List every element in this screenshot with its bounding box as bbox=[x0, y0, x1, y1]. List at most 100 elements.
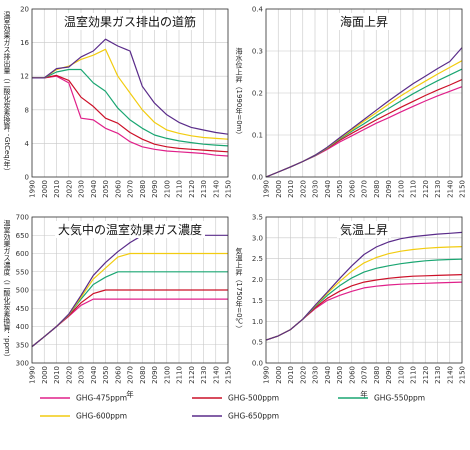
y-tick-label: 650 bbox=[16, 232, 29, 240]
x-tick-label: 1990 bbox=[263, 180, 271, 198]
chart-panel-1: 海面上昇 0.0 0.1 0.2 0.3 0.4 1990 2000 2010 2020 2030 2… bbox=[235, 6, 467, 198]
y-tick-label: 0.0 bbox=[252, 360, 263, 368]
x-tick-label: 2070 bbox=[361, 180, 369, 198]
x-tick-label: 2150 bbox=[459, 180, 467, 198]
legend-label: GHG-550ppm bbox=[374, 394, 425, 403]
plot-frame bbox=[31, 216, 229, 364]
x-tick-label: 2040 bbox=[90, 180, 98, 198]
y-tick-label: 2.0 bbox=[252, 276, 263, 284]
chart-title: 海面上昇 bbox=[340, 14, 388, 29]
x-tick-label: 2020 bbox=[299, 366, 307, 384]
chart-panel-0: 温室効果ガス排出の道筋 0 4 8 12 16 20 1990 2000 2010 2020 2030… bbox=[3, 6, 233, 198]
y-tick-label: 0.0 bbox=[252, 174, 263, 182]
y-tick-label: 600 bbox=[16, 250, 29, 258]
x-tick-label: 2020 bbox=[65, 366, 73, 384]
x-tick-label: 2110 bbox=[410, 366, 418, 384]
series-line-GHG-650ppm bbox=[32, 38, 229, 135]
x-tick-label: 2000 bbox=[275, 180, 283, 198]
legend: GHG-475ppm GHG-500ppm GHG-550ppm GHG-600ppm… bbox=[40, 394, 425, 421]
x-tick-label: 2030 bbox=[312, 366, 320, 384]
plot-frame bbox=[265, 8, 463, 178]
legend-item: GHG-500ppm bbox=[192, 394, 279, 403]
x-tick-label: 2070 bbox=[361, 366, 369, 384]
chart-title-backdrop bbox=[60, 13, 200, 30]
x-tick-label: 2080 bbox=[139, 180, 147, 198]
legend-label: GHG-600ppm bbox=[76, 412, 127, 421]
x-tick-label: 2100 bbox=[163, 180, 171, 198]
y-tick-label: 0.1 bbox=[252, 132, 263, 140]
y-tick-label: 3.5 bbox=[252, 214, 263, 222]
legend-item: GHG-650ppm bbox=[192, 412, 279, 421]
series-line-GHG-500ppm bbox=[32, 74, 229, 153]
x-tick-label: 2060 bbox=[348, 180, 356, 198]
x-tick-label: 2100 bbox=[397, 180, 405, 198]
x-tick-label: 2010 bbox=[53, 366, 61, 384]
x-tick-label: 2040 bbox=[324, 180, 332, 198]
legend-item: GHG-475ppm bbox=[40, 394, 127, 403]
legend-label: GHG-650ppm bbox=[228, 412, 279, 421]
chart-title-backdrop bbox=[336, 221, 392, 238]
x-tick-label: 2090 bbox=[385, 366, 393, 384]
x-tick-label: 2120 bbox=[188, 180, 196, 198]
x-tick-label: 2060 bbox=[114, 366, 122, 384]
x-tick-label: 2060 bbox=[348, 366, 356, 384]
y-axis-label: 気温上昇（1750年=0℃） bbox=[235, 247, 243, 333]
x-tick-label: 2080 bbox=[373, 180, 381, 198]
series-line-GHG-550ppm bbox=[32, 68, 229, 147]
series-line-GHG-475ppm bbox=[32, 75, 229, 157]
y-tick-label: 3.0 bbox=[252, 234, 263, 242]
chart-title-backdrop bbox=[336, 13, 392, 30]
y-axis-label: 温室効果ガス排出量（二酸化炭素換算：GtCeq/年） bbox=[3, 10, 11, 175]
x-tick-label: 2130 bbox=[200, 366, 208, 384]
x-tick-label: 2030 bbox=[312, 180, 320, 198]
x-tick-label: 2000 bbox=[41, 180, 49, 198]
x-tick-label: 2120 bbox=[422, 366, 430, 384]
legend-item: GHG-550ppm bbox=[338, 394, 425, 403]
chart-panel-2: 大気中の温室効果ガス濃度 300 350 400 450 500 550 600 650 700 1… bbox=[3, 214, 233, 400]
x-tick-label: 2120 bbox=[422, 180, 430, 198]
y-tick-label: 4 bbox=[25, 140, 30, 148]
x-tick-label: 2140 bbox=[212, 180, 220, 198]
x-tick-label: 2120 bbox=[188, 366, 196, 384]
y-tick-label: 0.3 bbox=[252, 48, 263, 56]
y-tick-label: 550 bbox=[16, 268, 29, 276]
x-tick-label: 2080 bbox=[373, 366, 381, 384]
x-tick-label: 2000 bbox=[41, 366, 49, 384]
y-tick-label: 8 bbox=[25, 106, 29, 114]
x-tick-label: 2030 bbox=[78, 180, 86, 198]
chart-title: 温室効果ガス排出の道筋 bbox=[64, 14, 196, 29]
x-tick-label: 2000 bbox=[275, 366, 283, 384]
x-tick-label: 1990 bbox=[29, 180, 37, 198]
x-tick-label: 2010 bbox=[53, 180, 61, 198]
x-tick-label: 2140 bbox=[212, 366, 220, 384]
plot-frame bbox=[265, 216, 463, 364]
chart-title: 大気中の温室効果ガス濃度 bbox=[58, 222, 202, 237]
x-tick-label: 2130 bbox=[434, 366, 442, 384]
x-tick-label: 2040 bbox=[324, 366, 332, 384]
y-tick-label: 1.5 bbox=[252, 297, 263, 305]
x-tick-label: 2050 bbox=[336, 180, 344, 198]
x-tick-label: 2140 bbox=[446, 366, 454, 384]
y-tick-label: 450 bbox=[16, 305, 29, 313]
legend-item: GHG-600ppm bbox=[40, 412, 127, 421]
chart-panel-3: 気温上昇 0.0 0.5 1.0 1.5 2.0 2.5 3.0 3.5 1990 2000 2010… bbox=[235, 214, 467, 400]
x-tick-label: 2020 bbox=[299, 180, 307, 198]
x-tick-label: 2090 bbox=[385, 180, 393, 198]
x-tick-label: 2050 bbox=[102, 180, 110, 198]
x-tick-label: 2010 bbox=[287, 180, 295, 198]
x-tick-label: 2030 bbox=[78, 366, 86, 384]
y-axis-label: 海水位上昇（1990年=0m） bbox=[235, 47, 243, 139]
plot-frame bbox=[31, 8, 229, 178]
x-tick-label: 2150 bbox=[225, 180, 233, 198]
y-tick-label: 1.0 bbox=[252, 318, 263, 326]
x-tick-label: 2140 bbox=[446, 180, 454, 198]
x-tick-label: 2040 bbox=[90, 366, 98, 384]
y-tick-label: 0.2 bbox=[252, 90, 263, 98]
x-tick-label: 2100 bbox=[163, 366, 171, 384]
legend-label: GHG-475ppm bbox=[76, 394, 127, 403]
y-tick-label: 2.5 bbox=[252, 255, 263, 263]
x-tick-label: 2060 bbox=[114, 180, 122, 198]
x-tick-label: 2110 bbox=[176, 366, 184, 384]
legend-label: GHG-500ppm bbox=[228, 394, 279, 403]
